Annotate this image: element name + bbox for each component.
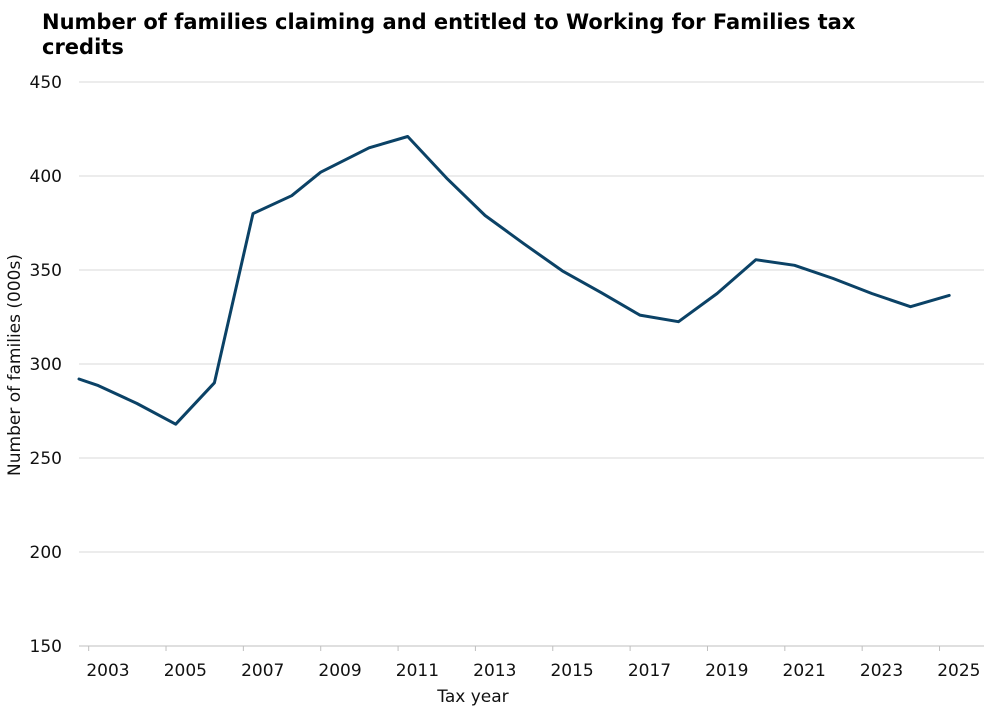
y-tick-label: 200	[30, 543, 62, 563]
x-tick-label: 2013	[473, 661, 516, 681]
x-tick-label: 2023	[860, 661, 903, 681]
x-tick-label: 2003	[86, 661, 129, 681]
x-axis-title: Tax year	[436, 687, 508, 707]
x-tick-label: 2019	[705, 661, 748, 681]
x-axis-labels: 2003 2005 2007 2009 2011 2013 2015 2017 2019 2021…	[86, 661, 980, 681]
y-axis-title: Number of families (000s)	[5, 254, 25, 476]
x-tick-label: 2011	[396, 661, 439, 681]
y-tick-label: 150	[30, 637, 62, 657]
x-tick-label: 2005	[164, 661, 207, 681]
y-tick-label: 300	[30, 355, 62, 375]
series-layer	[77, 135, 951, 426]
x-tick-label: 2015	[550, 661, 593, 681]
y-tick-label: 400	[30, 167, 62, 187]
y-axis: 150 200 250 300 350 400 450	[30, 73, 62, 657]
y-tick-label: 350	[30, 261, 62, 281]
chart-title: Number of families claiming and entitled…	[42, 10, 856, 59]
x-tick-label: 2017	[628, 661, 671, 681]
x-axis	[79, 645, 984, 651]
series-line	[77, 135, 951, 426]
y-tick-label: 250	[30, 449, 62, 469]
x-tick-label: 2021	[783, 661, 826, 681]
y-tick-label: 450	[30, 73, 62, 93]
x-tick-label: 2009	[318, 661, 361, 681]
gridlines	[79, 81, 984, 553]
x-tick-label: 2025	[937, 661, 980, 681]
x-tick-label: 2007	[241, 661, 284, 681]
